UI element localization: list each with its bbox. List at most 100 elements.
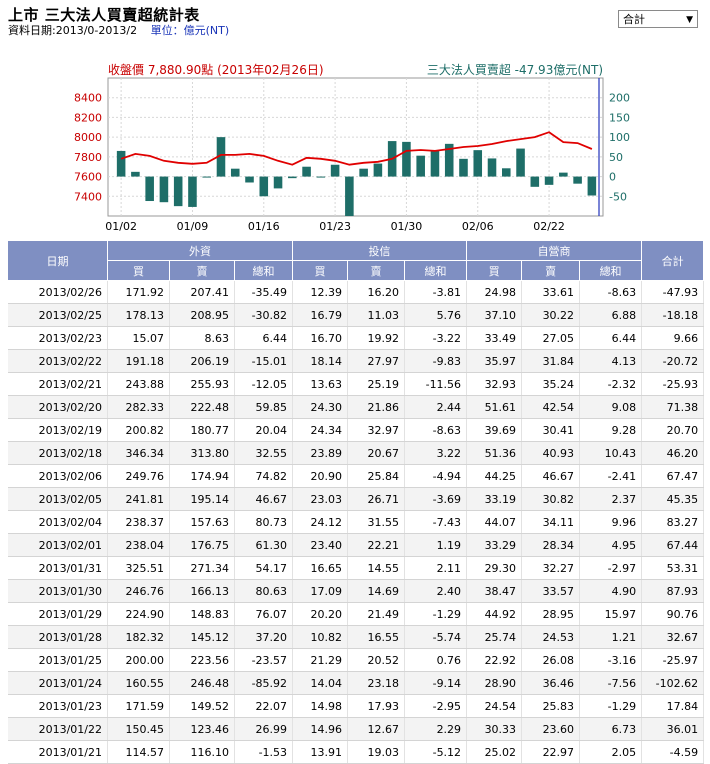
cell-date: 2013/01/25	[7, 648, 108, 672]
table-cell: 255.93	[169, 372, 235, 396]
header-net: 總和	[404, 260, 468, 281]
table-cell: 11.03	[347, 303, 406, 327]
cell-date: 2013/02/26	[7, 280, 108, 304]
table-cell: 22.92	[466, 648, 523, 672]
table-cell: -9.14	[404, 671, 468, 695]
table-cell: 22.21	[347, 533, 406, 557]
table-cell: 160.55	[107, 671, 170, 695]
table-cell: 33.29	[466, 533, 523, 557]
y-right-tick: -50	[609, 190, 627, 203]
table-cell: 325.51	[107, 556, 170, 580]
table-cell: -4.94	[404, 464, 468, 488]
table-cell: 246.76	[107, 579, 170, 603]
cell-date: 2013/01/24	[7, 671, 108, 695]
y-right-tick: 150	[609, 111, 630, 124]
table-cell: -18.18	[641, 303, 705, 327]
table-cell: 2.44	[404, 395, 468, 419]
table-row: 2013/02/04 238.37 157.63 80.73 24.12 31.55 -7.…	[7, 510, 705, 534]
table-cell: -5.12	[404, 740, 468, 764]
table-cell: 207.41	[169, 280, 235, 304]
table-cell: 4.95	[579, 533, 643, 557]
net-buy-bar	[573, 176, 582, 184]
table-cell: 32.93	[466, 372, 523, 396]
table-cell: 44.07	[466, 510, 523, 534]
y-left-tick: 8400	[74, 92, 102, 105]
table-cell: 33.57	[521, 579, 581, 603]
table-cell: 21.49	[347, 602, 406, 626]
table-cell: 238.37	[107, 510, 170, 534]
table-cell: 24.98	[466, 280, 523, 304]
cell-date: 2013/02/06	[7, 464, 108, 488]
header-net: 總和	[233, 260, 294, 281]
net-buy-bar	[402, 141, 411, 177]
x-tick-label: 01/09	[177, 220, 209, 233]
table-cell: 19.03	[347, 740, 406, 764]
table-row: 2013/02/26 171.92 207.41 -35.49 12.39 16.20 -3…	[7, 280, 705, 304]
cell-date: 2013/02/22	[7, 349, 108, 373]
table-cell: 35.97	[466, 349, 523, 373]
x-tick-label: 01/30	[391, 220, 423, 233]
table-row: 2013/01/31 325.51 271.34 54.17 16.65 14.55 2.1…	[7, 556, 705, 580]
table-row: 2013/01/28 182.32 145.12 37.20 10.82 16.55 -5.…	[7, 625, 705, 649]
header-dealer: 自營商	[466, 240, 643, 261]
table-cell: 25.02	[466, 740, 523, 764]
net-buy-bar	[373, 163, 383, 177]
table-cell: -102.62	[641, 671, 705, 695]
chart-right-title: 三大法人買賣超 -47.93億元(NT)	[427, 62, 603, 77]
table-cell: 28.34	[521, 533, 581, 557]
table-cell: 18.14	[292, 349, 349, 373]
table-row: 2013/02/22 191.18 206.19 -15.01 18.14 27.97 -9…	[7, 349, 705, 373]
table-cell: 27.97	[347, 349, 406, 373]
x-tick-label: 01/02	[105, 220, 137, 233]
table-cell: 87.93	[641, 579, 705, 603]
data-table: 日期 外資 投信 自營商 合計 買 賣 總和 買 賣 總和 買 賣 總和 201…	[7, 240, 705, 764]
table-cell: 8.63	[169, 326, 235, 350]
table-cell: -12.05	[234, 372, 294, 396]
header-net: 總和	[579, 260, 643, 281]
table-cell: 224.90	[107, 602, 170, 626]
table-cell: 38.47	[466, 579, 523, 603]
table-cell: 24.12	[292, 510, 349, 534]
summary-select[interactable]: 合計 ▼	[618, 10, 698, 28]
table-cell: 15.97	[579, 602, 643, 626]
cell-date: 2013/02/01	[7, 533, 108, 557]
cell-date: 2013/01/23	[7, 694, 108, 718]
table-cell: 1.21	[579, 625, 643, 649]
net-buy-bar	[259, 176, 269, 197]
table-cell: 24.53	[521, 625, 581, 649]
table-cell: 54.17	[234, 556, 294, 580]
table-cell: 9.66	[641, 326, 705, 350]
header-sell: 賣	[521, 260, 581, 281]
table-cell: 9.28	[579, 418, 643, 442]
table-cell: 23.40	[292, 533, 349, 557]
table-cell: 28.95	[521, 602, 581, 626]
table-row: 2013/02/18 346.34 313.80 32.55 23.89 20.67 3.2…	[7, 441, 705, 465]
table-cell: 30.22	[521, 303, 581, 327]
table-cell: 114.57	[107, 740, 170, 764]
x-tick-label: 01/23	[319, 220, 351, 233]
table-cell: -8.63	[579, 280, 643, 304]
table-cell: -3.16	[579, 648, 643, 672]
cell-date: 2013/01/28	[7, 625, 108, 649]
table-cell: -5.74	[404, 625, 468, 649]
table-cell: 80.73	[234, 510, 294, 534]
net-buy-bar	[359, 168, 368, 177]
header-row-sub: 買 賣 總和 買 賣 總和 買 賣 總和	[8, 260, 704, 281]
table-cell: 313.80	[169, 441, 235, 465]
net-buy-bar	[159, 176, 169, 203]
table-cell: -23.57	[234, 648, 294, 672]
table-cell: 10.82	[292, 625, 349, 649]
table-row: 2013/02/06 249.76 174.94 74.82 20.90 25.84 -4.…	[7, 464, 705, 488]
net-buy-bar	[316, 176, 326, 178]
table-cell: 25.19	[347, 372, 406, 396]
table-cell: 176.75	[169, 533, 235, 557]
table-cell: 46.20	[641, 441, 705, 465]
cell-date: 2013/02/21	[7, 372, 108, 396]
table-cell: 249.76	[107, 464, 170, 488]
close-price-line	[120, 131, 593, 166]
table-cell: 16.79	[292, 303, 349, 327]
table-row: 2013/02/05 241.81 195.14 46.67 23.03 26.71 -3.…	[7, 487, 705, 511]
table-cell: 37.10	[466, 303, 523, 327]
table-cell: 5.76	[404, 303, 468, 327]
table-cell: 178.13	[107, 303, 170, 327]
